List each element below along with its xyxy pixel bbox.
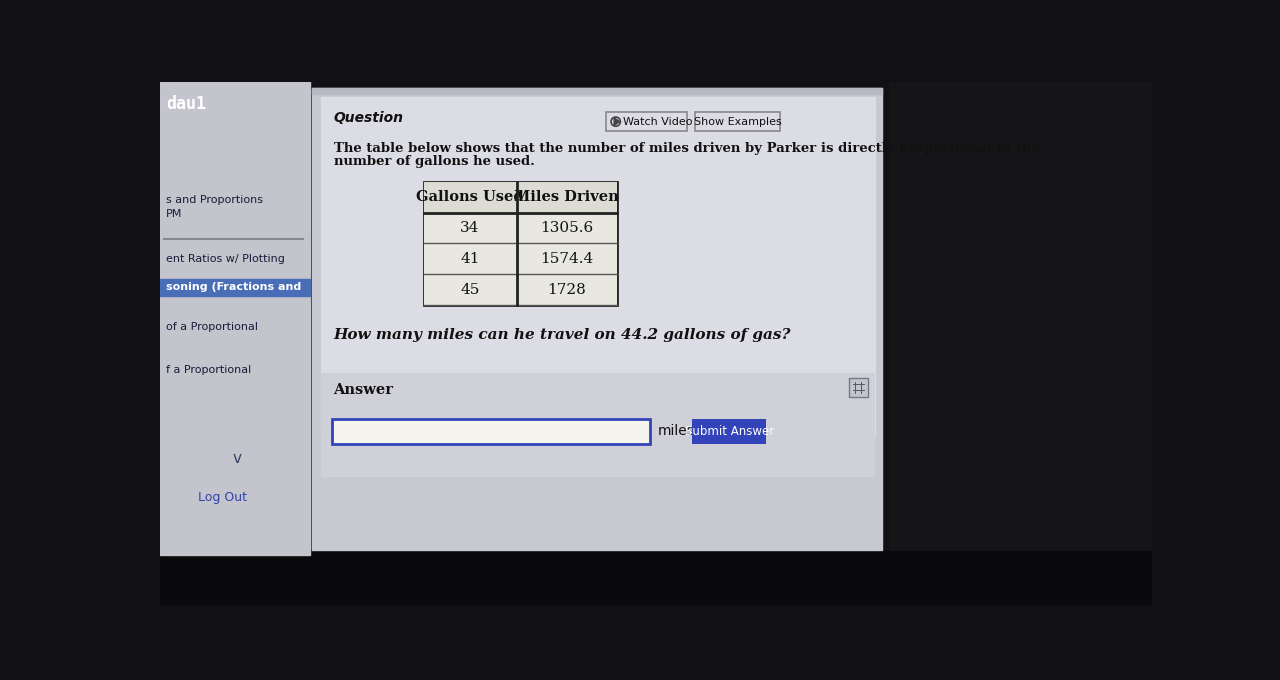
Text: of a Proportional: of a Proportional xyxy=(166,322,259,333)
Text: Question: Question xyxy=(334,111,403,125)
FancyBboxPatch shape xyxy=(605,112,687,131)
Bar xyxy=(321,373,876,477)
Text: number of gallons he used.: number of gallons he used. xyxy=(334,155,535,168)
Text: Watch Video: Watch Video xyxy=(623,117,692,126)
Bar xyxy=(160,82,310,555)
Text: 45: 45 xyxy=(461,282,480,296)
Bar xyxy=(424,274,617,305)
Text: Log Out: Log Out xyxy=(197,491,247,504)
FancyBboxPatch shape xyxy=(695,112,780,131)
Text: s and Proportions: s and Proportions xyxy=(166,195,264,205)
Text: 41: 41 xyxy=(461,252,480,266)
Text: The table below shows that the number of miles driven by Parker is directly prop: The table below shows that the number of… xyxy=(334,141,1039,154)
Bar xyxy=(332,419,650,443)
Bar xyxy=(312,88,882,549)
Text: ent Ratios w/ Plotting: ent Ratios w/ Plotting xyxy=(166,254,285,265)
Text: 34: 34 xyxy=(461,221,480,235)
Text: 1574.4: 1574.4 xyxy=(540,252,594,266)
Bar xyxy=(424,182,617,213)
Text: Gallons Used: Gallons Used xyxy=(416,190,524,204)
Polygon shape xyxy=(614,118,620,126)
Bar xyxy=(424,243,617,274)
Text: f a Proportional: f a Proportional xyxy=(166,364,251,375)
Bar xyxy=(424,212,617,243)
Bar xyxy=(312,88,882,94)
Text: v: v xyxy=(233,452,242,466)
Bar xyxy=(424,182,617,305)
Bar xyxy=(321,97,876,436)
Bar xyxy=(692,419,765,443)
Text: miles: miles xyxy=(658,424,695,438)
Text: How many miles can he travel on 44.2 gallons of gas?: How many miles can he travel on 44.2 gal… xyxy=(334,328,791,342)
Text: PM: PM xyxy=(166,209,183,219)
Text: dau1: dau1 xyxy=(166,95,206,114)
Text: soning (Fractions and: soning (Fractions and xyxy=(166,282,302,292)
Text: Miles Driven: Miles Driven xyxy=(515,190,620,204)
Text: Show Examples: Show Examples xyxy=(694,117,781,126)
Text: Submit Answer: Submit Answer xyxy=(685,425,774,438)
Text: 1728: 1728 xyxy=(548,282,586,296)
Bar xyxy=(160,279,310,296)
Text: Answer: Answer xyxy=(334,384,394,397)
Bar xyxy=(160,551,1152,605)
FancyBboxPatch shape xyxy=(849,378,868,396)
Bar xyxy=(888,82,1152,605)
Text: 1305.6: 1305.6 xyxy=(540,221,594,235)
